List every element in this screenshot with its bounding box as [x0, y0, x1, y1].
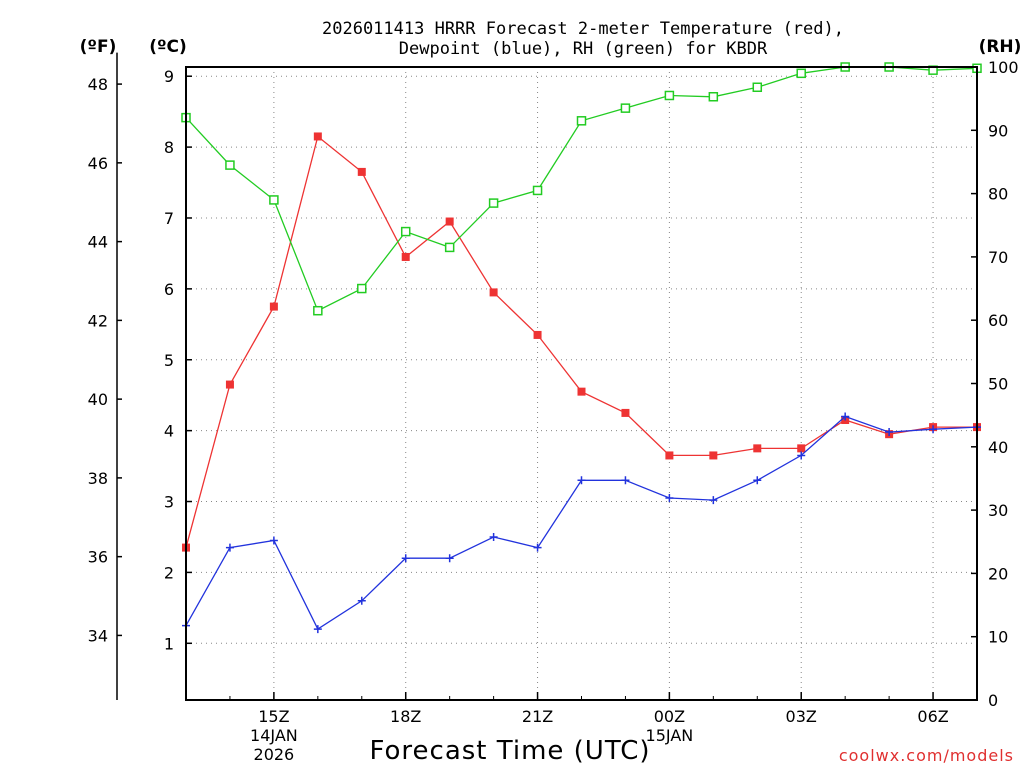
fahrenheit-tick-label: 36 — [88, 548, 108, 567]
dewpoint-point — [753, 476, 762, 485]
dewpoint-point — [533, 543, 542, 552]
temperature-point — [225, 380, 234, 389]
fahrenheit-tick-label: 44 — [88, 233, 108, 252]
rh-point — [620, 103, 631, 113]
dewpoint-point — [401, 554, 410, 563]
fahrenheit-tick-label: 38 — [88, 469, 108, 488]
fahrenheit-tick-label: 42 — [88, 311, 108, 330]
temperature-point — [797, 444, 806, 453]
rh-point — [225, 160, 235, 170]
rh-tick-label: 60 — [988, 311, 1008, 330]
x-tick-label: 18Z — [390, 707, 421, 726]
rh-point — [664, 90, 675, 101]
fahrenheit-tick-label: 48 — [88, 75, 108, 94]
dewpoint-point — [269, 536, 278, 545]
fahrenheit-unit-label: (ºF) — [80, 37, 117, 57]
axis-ticks — [185, 66, 978, 701]
temperature-point — [401, 252, 410, 261]
temperature-line — [185, 135, 977, 548]
dewpoint-point — [357, 596, 366, 605]
dewpoint-line — [185, 415, 978, 631]
temperature-point — [577, 387, 586, 396]
rh-point — [313, 305, 323, 316]
rh-tick-label: 50 — [988, 375, 1008, 394]
rh-point — [532, 185, 543, 196]
rh-tick-label: 30 — [988, 501, 1008, 520]
dewpoint-point — [841, 412, 850, 421]
celsius-tick-label: 6 — [164, 280, 174, 299]
x-tick-date: 14JAN — [250, 726, 298, 745]
dewpoint-point — [709, 496, 718, 505]
temperature-point — [665, 451, 674, 460]
gridlines — [186, 67, 977, 700]
dewpoint-point — [445, 554, 454, 563]
temperature-point — [357, 167, 366, 176]
rh-point — [796, 68, 806, 79]
x-tick-label: 03Z — [786, 707, 817, 726]
rh-point — [576, 116, 587, 126]
rh-point — [444, 242, 455, 253]
celsius-tick-label: 3 — [164, 493, 174, 512]
rh-point — [752, 82, 763, 93]
chart-title-line2: Dewpoint (blue), RH (green) for KBDR — [399, 39, 768, 59]
temperature-point — [445, 217, 454, 226]
rh-point — [488, 198, 499, 208]
rh-tick-label: 90 — [988, 121, 1008, 140]
dewpoint-point — [797, 451, 806, 460]
x-tick-label: 00Z — [654, 707, 685, 726]
dewpoint-point — [577, 476, 586, 485]
series-layer — [181, 62, 982, 634]
dewpoint-point — [225, 543, 234, 552]
temperature-point — [753, 444, 762, 453]
dewpoint-point — [885, 428, 894, 437]
tick-labels: 1234567893436384042444648010203040506070… — [88, 58, 1019, 764]
fahrenheit-axis — [116, 52, 122, 700]
celsius-tick-label: 4 — [164, 422, 174, 441]
rh-tick-label: 100 — [988, 58, 1019, 77]
temperature-point — [709, 451, 718, 460]
rh-tick-label: 40 — [988, 438, 1008, 457]
rh-tick-label: 70 — [988, 248, 1008, 267]
temperature-point — [313, 132, 322, 141]
celsius-tick-label: 2 — [164, 563, 174, 582]
celsius-tick-label: 1 — [164, 634, 174, 653]
fahrenheit-tick-label: 40 — [88, 390, 108, 409]
celsius-tick-label: 8 — [164, 138, 174, 157]
dewpoint-point — [665, 493, 674, 502]
plot-frame — [185, 66, 978, 701]
chart-title-line1: 2026011413 HRRR Forecast 2-meter Tempera… — [322, 19, 844, 39]
x-tick-label: 21Z — [522, 707, 553, 726]
rh-point — [400, 226, 411, 237]
fahrenheit-tick-label: 34 — [88, 626, 108, 645]
rh-point — [269, 195, 279, 205]
x-tick-year: 2026 — [254, 745, 295, 764]
celsius-unit-label: (ºC) — [149, 37, 187, 57]
x-axis-label: Forecast Time (UTC) — [369, 736, 650, 766]
temperature-point — [621, 408, 630, 417]
temperature-point — [269, 302, 278, 311]
celsius-tick-label: 9 — [164, 67, 174, 86]
fahrenheit-tick-label: 46 — [88, 154, 108, 173]
dewpoint-point — [489, 532, 498, 541]
dewpoint-point — [313, 625, 322, 634]
source-credit: coolwx.com/models — [839, 746, 1014, 765]
rh-unit-label: (RH) — [979, 37, 1022, 57]
dewpoint-point — [621, 476, 630, 485]
rh-point — [708, 92, 719, 102]
celsius-tick-label: 5 — [164, 351, 174, 370]
rh-point — [357, 283, 367, 294]
temperature-point — [533, 330, 542, 339]
dewpoint-point — [929, 425, 938, 434]
celsius-tick-label: 7 — [164, 209, 174, 228]
x-tick-label: 15Z — [258, 707, 289, 726]
x-tick-label: 06Z — [917, 707, 948, 726]
x-tick-date: 15JAN — [646, 726, 694, 745]
rh-tick-label: 10 — [988, 628, 1008, 647]
rh-tick-label: 0 — [988, 691, 998, 710]
temperature-point — [489, 288, 498, 297]
rh-tick-label: 20 — [988, 564, 1008, 583]
rh-tick-label: 80 — [988, 185, 1008, 204]
